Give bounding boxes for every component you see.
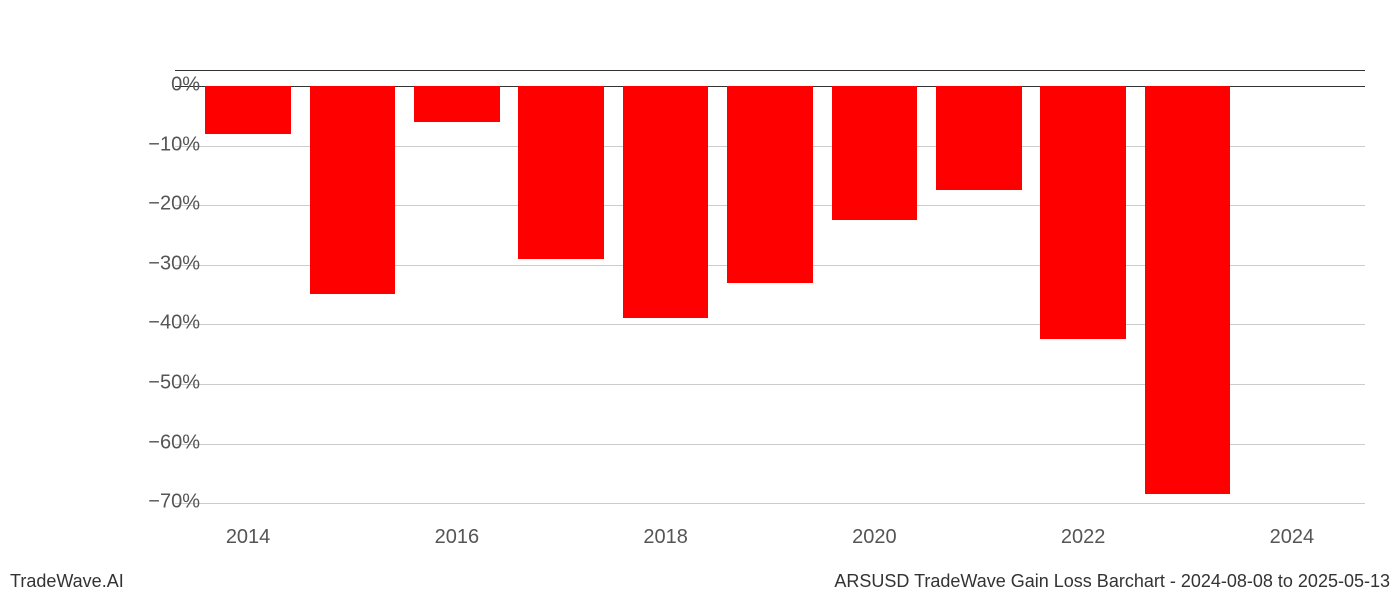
chart-plot-area (175, 70, 1365, 520)
x-tick-label: 2022 (1061, 526, 1106, 549)
gridline (175, 503, 1365, 504)
x-tick-label: 2018 (643, 526, 688, 549)
plot-area (175, 70, 1365, 520)
bar-2022 (1040, 86, 1126, 339)
y-tick-label: −10% (120, 133, 200, 156)
bar-2023 (1145, 86, 1231, 494)
y-tick-label: −70% (120, 491, 200, 514)
bar-2016 (414, 86, 500, 122)
x-tick-label: 2020 (852, 526, 897, 549)
y-tick-label: −40% (120, 312, 200, 335)
y-tick-label: −30% (120, 252, 200, 275)
y-tick-label: −20% (120, 193, 200, 216)
y-tick-label: 0% (120, 73, 200, 96)
y-tick-label: −60% (120, 431, 200, 454)
footer-right-text: ARSUSD TradeWave Gain Loss Barchart - 20… (834, 571, 1390, 592)
y-tick-label: −50% (120, 371, 200, 394)
x-tick-label: 2024 (1270, 526, 1315, 549)
bar-2020 (832, 86, 918, 220)
bar-2015 (310, 86, 396, 295)
footer-left-text: TradeWave.AI (10, 571, 124, 592)
x-tick-label: 2014 (226, 526, 271, 549)
bar-2021 (936, 86, 1022, 190)
bar-2018 (623, 86, 709, 318)
x-tick-label: 2016 (435, 526, 480, 549)
bar-2014 (205, 86, 291, 134)
bar-2017 (518, 86, 604, 259)
bar-2019 (727, 86, 813, 283)
